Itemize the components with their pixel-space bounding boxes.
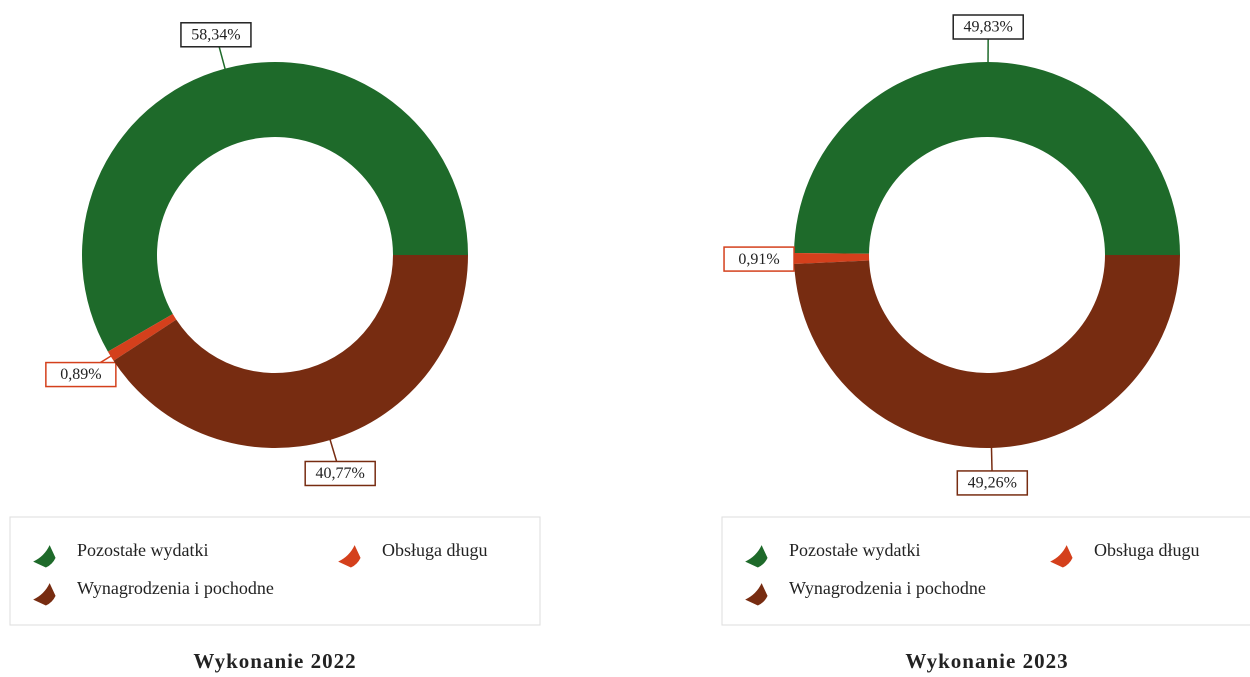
label-box bbox=[723, 246, 795, 272]
donut-segment bbox=[794, 252, 870, 264]
data-label: 49,83% bbox=[952, 14, 1024, 40]
label-box bbox=[304, 460, 376, 487]
legend-label: Wynagrodzenia i pochodne bbox=[789, 578, 986, 598]
data-label: 40,77% bbox=[304, 460, 376, 487]
legend-box bbox=[721, 516, 1250, 626]
legend-label: Pozostałe wydatki bbox=[77, 540, 208, 560]
data-label: 0,91% bbox=[723, 246, 795, 272]
label-box bbox=[952, 14, 1024, 40]
legend-icon bbox=[338, 545, 361, 568]
label-text: 58,34% bbox=[191, 26, 240, 43]
legend-icon bbox=[33, 545, 56, 568]
legend-icon bbox=[745, 545, 768, 568]
legend-label: Obsługa długu bbox=[1094, 540, 1200, 560]
chart-title: Wykonanie 2022 bbox=[193, 649, 356, 673]
data-label: 49,26% bbox=[956, 470, 1029, 496]
donut-segment bbox=[107, 314, 177, 361]
label-box bbox=[180, 22, 252, 48]
label-text: 49,83% bbox=[964, 19, 1013, 36]
legend-icon bbox=[33, 583, 56, 606]
legend-label: Wynagrodzenia i pochodne bbox=[77, 578, 274, 598]
legend-icon bbox=[745, 583, 768, 606]
donut-segment bbox=[113, 255, 468, 448]
legend-label: Pozostałe wydatki bbox=[789, 540, 920, 560]
data-label: 58,34% bbox=[180, 22, 252, 48]
legend-icon bbox=[1050, 545, 1073, 568]
donut-segment bbox=[794, 255, 1180, 448]
chart-title: Wykonanie 2023 bbox=[905, 649, 1068, 673]
label-box bbox=[45, 361, 117, 388]
legend-label: Obsługa długu bbox=[382, 540, 488, 560]
label-text: 0,89% bbox=[60, 366, 101, 383]
label-box bbox=[956, 470, 1029, 496]
donut-segment bbox=[794, 62, 1180, 255]
label-text: 49,26% bbox=[968, 475, 1017, 492]
label-text: 40,77% bbox=[316, 465, 365, 482]
donut-segment bbox=[81, 61, 468, 352]
legend-box bbox=[9, 516, 541, 626]
data-label: 0,89% bbox=[45, 361, 117, 388]
label-text: 0,91% bbox=[738, 251, 779, 268]
